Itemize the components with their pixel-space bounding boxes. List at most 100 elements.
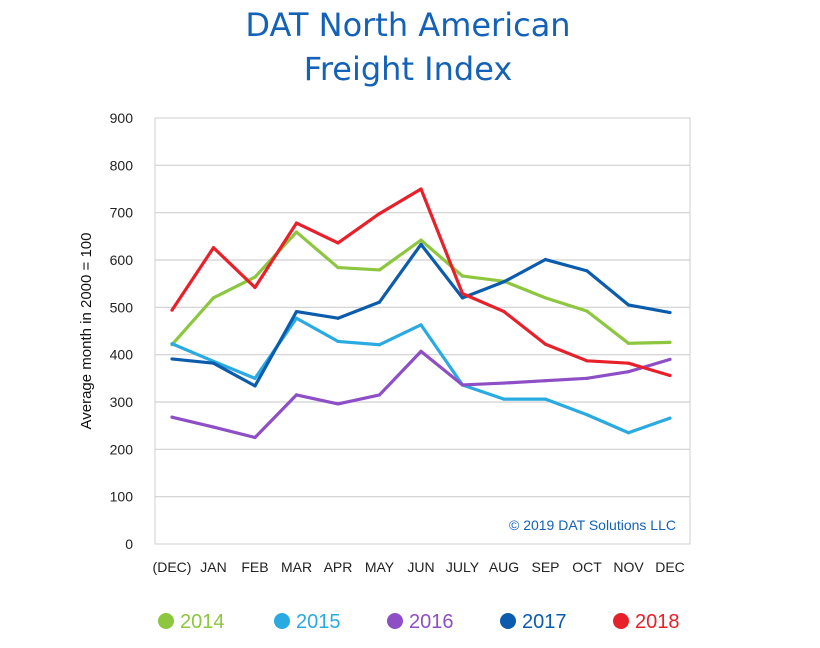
legend-label-2014: 2014 — [180, 611, 225, 633]
data-point-2017 — [211, 361, 216, 365]
data-point-2017 — [253, 384, 257, 388]
legend-marker-2015 — [274, 613, 290, 629]
x-tick-label: FEB — [241, 559, 268, 575]
x-tick-label: (DEC) — [153, 559, 192, 575]
data-point-2016 — [626, 370, 631, 374]
y-tick-label: 700 — [110, 205, 134, 221]
y-tick-label: 200 — [110, 441, 134, 457]
series-line-2016 — [171, 349, 671, 440]
x-tick-label: AUG — [489, 559, 519, 575]
data-point-2017 — [543, 257, 548, 262]
data-point-2014 — [668, 340, 672, 344]
legend-label-2017: 2017 — [522, 611, 567, 633]
data-point-2017 — [294, 309, 299, 314]
chart-title-line-2: Freight Index — [304, 50, 513, 88]
legend-marker-2017 — [500, 613, 516, 629]
legend-label-2018: 2018 — [635, 611, 680, 633]
x-tick-label: SEP — [531, 559, 559, 575]
plot-area-border — [154, 117, 691, 545]
y-tick-label: 600 — [110, 252, 134, 268]
data-point-2016 — [585, 376, 589, 380]
data-point-2016 — [460, 383, 465, 387]
data-point-2015 — [253, 376, 257, 380]
legend-marker-2014 — [158, 613, 174, 629]
data-point-2017 — [460, 296, 465, 300]
data-point-2018 — [585, 359, 589, 363]
data-point-2016 — [543, 379, 548, 383]
chart-title-line-1: DAT North American — [245, 6, 570, 44]
y-tick-label: 800 — [110, 157, 134, 173]
data-point-2017 — [170, 357, 174, 361]
data-point-2018 — [626, 361, 631, 365]
data-point-2015 — [336, 339, 340, 344]
series-line-2017 — [171, 242, 671, 388]
y-tick-label: 900 — [110, 110, 134, 126]
y-axis-label: Average month in 2000 = 100 — [78, 233, 95, 430]
data-point-2018 — [460, 292, 465, 296]
data-point-2016 — [668, 357, 672, 361]
data-point-2015 — [170, 342, 174, 346]
x-tick-label: JULY — [446, 559, 480, 575]
x-tick-label: APR — [324, 559, 353, 575]
data-point-2018 — [419, 187, 423, 191]
data-point-2017 — [336, 316, 340, 320]
data-point-2018 — [502, 309, 506, 314]
legend-label-2016: 2016 — [409, 611, 454, 633]
x-tick-label: OCT — [572, 559, 602, 575]
data-point-2018 — [543, 342, 548, 346]
data-point-2017 — [502, 280, 506, 284]
data-point-2018 — [253, 285, 257, 290]
series-line-2014 — [170, 230, 671, 346]
y-tick-label: 500 — [110, 299, 134, 315]
data-point-2017 — [585, 269, 589, 273]
data-point-2016 — [170, 415, 174, 419]
legend-marker-2018 — [613, 613, 629, 629]
data-point-2015 — [377, 343, 382, 347]
data-point-2014 — [253, 275, 257, 279]
x-tick-label: DEC — [655, 559, 685, 575]
data-point-2016 — [419, 349, 423, 353]
data-point-2014 — [626, 341, 631, 345]
data-point-2017 — [668, 310, 672, 315]
data-point-2016 — [502, 381, 506, 385]
data-point-2018 — [377, 212, 382, 216]
data-point-2017 — [377, 300, 382, 304]
y-tick-label: 0 — [125, 536, 133, 552]
data-point-2014 — [543, 296, 548, 300]
copyright-annotation: © 2019 DAT Solutions LLC — [509, 517, 676, 533]
legend-marker-2016 — [387, 613, 403, 629]
data-point-2015 — [585, 413, 589, 417]
data-point-2018 — [336, 241, 340, 245]
data-point-2014 — [419, 238, 423, 242]
data-point-2015 — [502, 397, 506, 401]
x-tick-label: MAR — [281, 559, 312, 575]
data-point-2018 — [668, 373, 672, 378]
y-tick-label: 300 — [110, 394, 134, 410]
data-point-2015 — [419, 323, 423, 327]
data-point-2014 — [211, 296, 216, 300]
x-tick-label: JAN — [200, 559, 226, 575]
data-point-2014 — [585, 309, 589, 313]
data-point-2018 — [294, 221, 299, 225]
x-tick-label: JUN — [407, 559, 434, 575]
data-point-2016 — [294, 393, 299, 397]
data-point-2015 — [543, 397, 548, 401]
y-tick-label: 400 — [110, 347, 134, 363]
data-point-2016 — [377, 393, 382, 397]
data-point-2016 — [336, 402, 340, 406]
data-point-2014 — [377, 268, 382, 272]
data-point-2016 — [211, 425, 216, 429]
data-point-2014 — [460, 274, 465, 278]
data-point-2015 — [668, 416, 672, 420]
data-point-2017 — [626, 303, 631, 307]
x-tick-label: NOV — [613, 559, 644, 575]
data-point-2015 — [294, 316, 299, 320]
data-point-2014 — [294, 230, 299, 234]
data-point-2018 — [211, 246, 216, 250]
data-point-2015 — [626, 431, 631, 435]
data-point-2016 — [253, 435, 257, 440]
x-tick-label: MAY — [365, 559, 395, 575]
legend-label-2015: 2015 — [296, 611, 341, 633]
data-point-2018 — [170, 308, 174, 312]
